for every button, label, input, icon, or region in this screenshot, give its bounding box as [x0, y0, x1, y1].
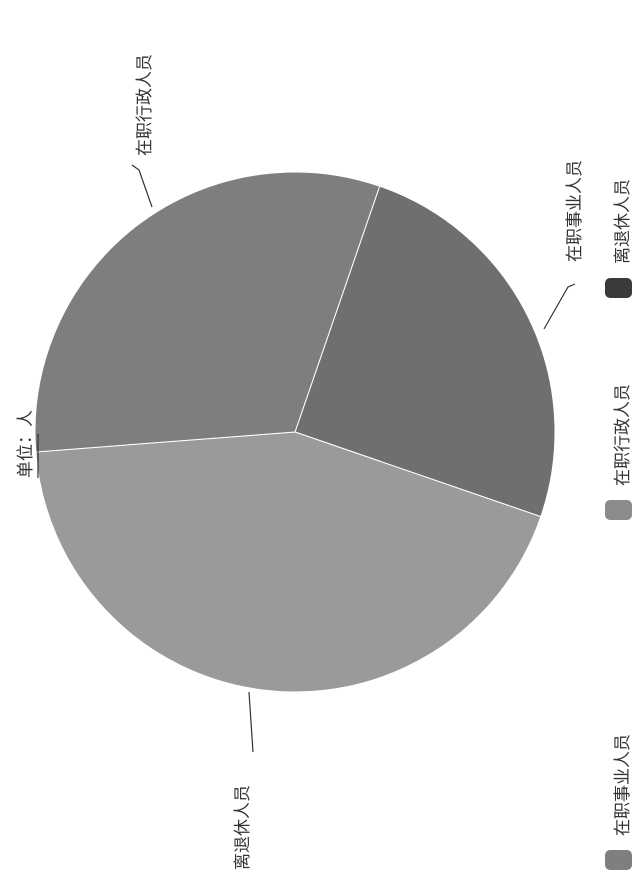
- slice-institution: [294, 185, 556, 518]
- slice-label-retired: 离退休人员: [233, 785, 253, 870]
- legend-swatch-institution: [605, 850, 632, 870]
- slice-administrative: [34, 171, 381, 453]
- legend: 在职事业人员 在职行政人员 离退休人员: [605, 179, 633, 870]
- pie-slices: [34, 171, 556, 693]
- slice-retired: [35, 431, 542, 693]
- leader-line-institution: [543, 283, 576, 330]
- legend-swatch-retired: [605, 278, 632, 298]
- slice-label-administrative: 在职行政人员: [135, 54, 155, 156]
- leader-line-administrative: [131, 164, 153, 208]
- legend-swatch-administrative: [605, 500, 632, 520]
- leader-line-retired: [248, 691, 254, 753]
- unit-label: 单位：人: [16, 410, 36, 478]
- slice-label-institution: 在职事业人员: [565, 160, 585, 262]
- legend-label-retired: 离退休人员: [613, 179, 633, 264]
- legend-label-institution: 在职事业人员: [613, 734, 633, 836]
- legend-label-administrative: 在职行政人员: [613, 384, 633, 486]
